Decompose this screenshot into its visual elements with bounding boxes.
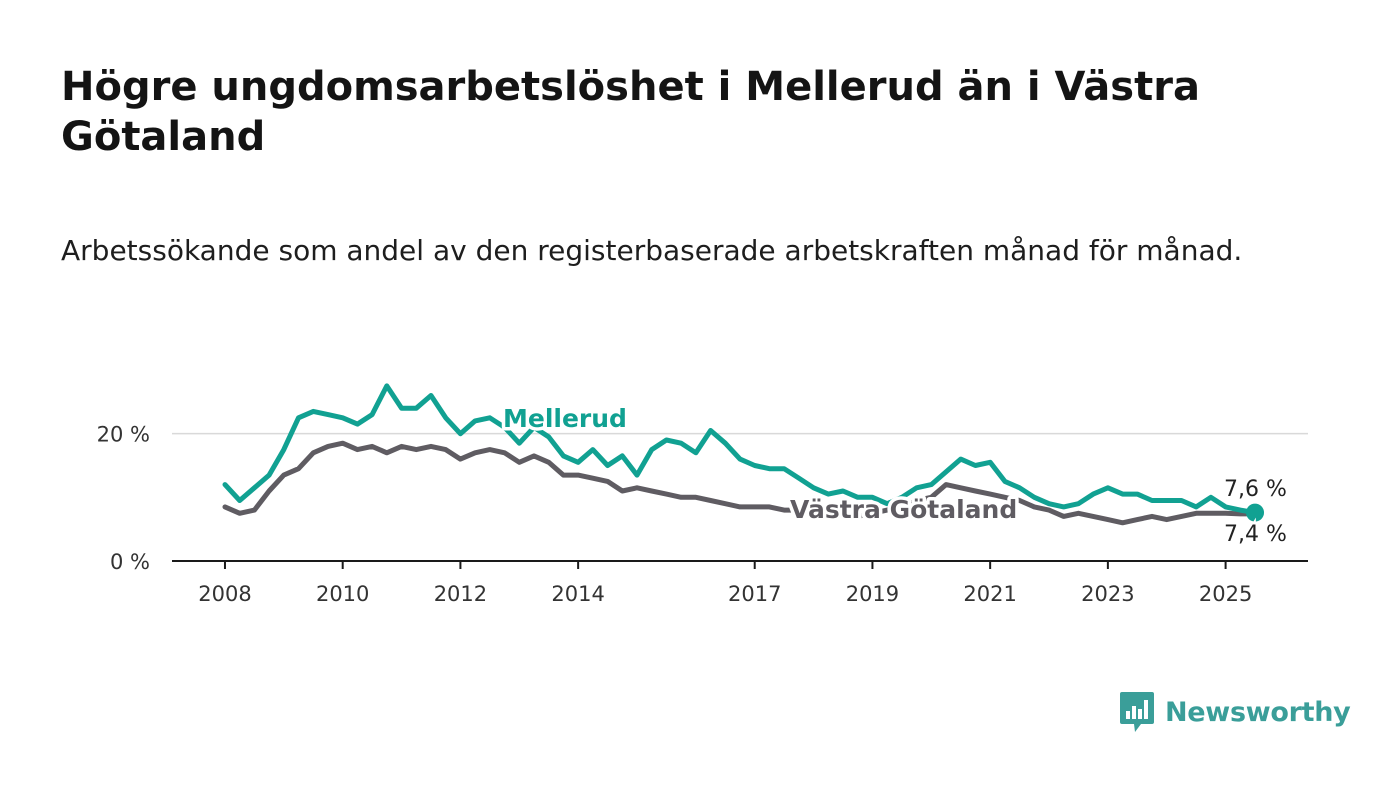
brand-name: Newsworthy <box>1165 696 1351 728</box>
end-value-vastra-gotaland: 7,4 % <box>1224 522 1287 547</box>
series-line-mellerud <box>222 383 1258 516</box>
x-tick-label: 2021 <box>963 582 1016 606</box>
x-tick-label: 2014 <box>551 582 604 606</box>
series-line-vastra-gotaland <box>222 440 1258 526</box>
chart-title: Högre ungdomsarbetslöshet i Mellerud än … <box>61 64 1200 160</box>
x-tick-label: 2023 <box>1081 582 1134 606</box>
x-tick-label: 2012 <box>434 582 487 606</box>
x-tick-label: 2019 <box>846 582 899 606</box>
brand-logo: Newsworthy <box>1119 690 1351 734</box>
x-tick-label: 2025 <box>1199 582 1252 606</box>
series-label-mellerud: Mellerud <box>503 404 627 433</box>
chart-subtitle: Arbetssökande som andel av den registerb… <box>61 234 1243 267</box>
x-tick-label: 2008 <box>198 582 251 606</box>
x-tick-label: 2017 <box>728 582 781 606</box>
y-tick-label: 20 % <box>97 423 150 447</box>
series-label-vastra-gotaland: Västra Götaland <box>790 495 1017 524</box>
y-tick-label: 0 % <box>110 550 150 574</box>
end-value-mellerud: 7,6 % <box>1224 477 1287 502</box>
bar-chart-speech-bubble-icon <box>1120 692 1154 732</box>
end-marker-mellerud <box>1246 503 1265 522</box>
x-tick-label: 2010 <box>316 582 369 606</box>
